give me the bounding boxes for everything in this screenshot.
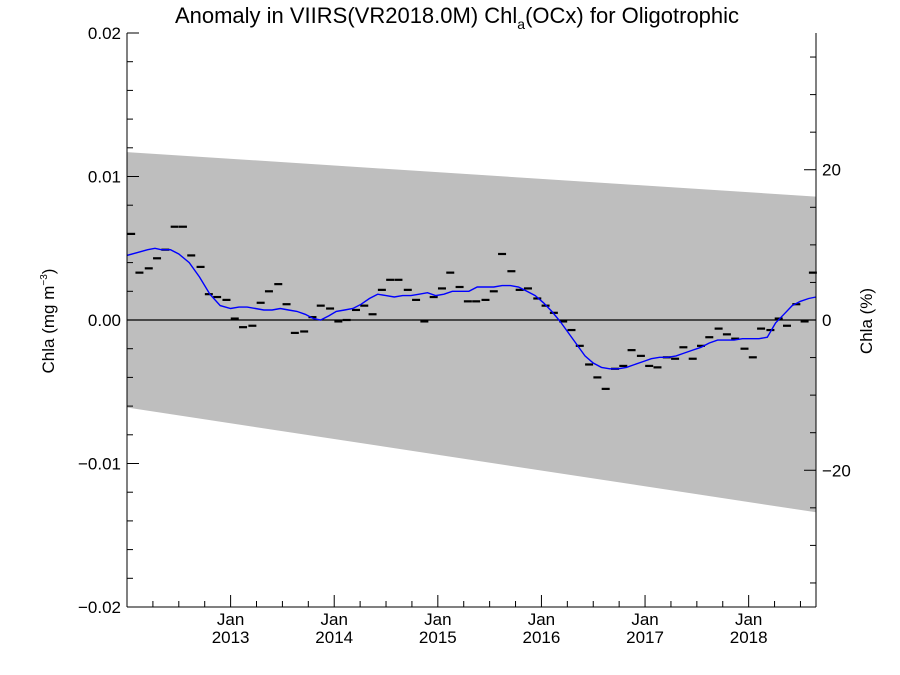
x-tick-year-0: 2013 [212,628,250,647]
smoothed-anomaly-line [126,247,817,370]
y-left-tick-label-4: −0.02 [78,598,121,617]
x-tick-year-4: 2017 [626,628,664,647]
y-left-tick-label-0: 0.02 [88,24,121,43]
x-tick-month-0: Jan [217,610,244,629]
y-right-tick-label-1: 0 [822,311,831,330]
x-tick-year-2: 2015 [419,628,457,647]
uncertainty-band [127,152,816,513]
x-tick-month-1: Jan [321,610,348,629]
x-tick-month-4: Jan [631,610,658,629]
y-left-tick-label-1: 0.01 [88,168,121,187]
y-axis-right-label: Chla (%) [857,288,876,354]
x-tick-year-1: 2014 [315,628,353,647]
series-layer [126,225,817,390]
y-axis-left-label: Chla (mg m−3) [39,269,58,374]
y-left-tick-label-2: 0.00 [88,311,121,330]
axes-layer: 0.020.010.00−0.01−0.02200−20Jan2013Jan20… [78,24,851,647]
y-right-tick-label-2: −20 [822,461,851,480]
y-right-tick-label-0: 20 [822,161,841,180]
x-tick-month-3: Jan [528,610,555,629]
x-tick-year-5: 2018 [730,628,768,647]
x-tick-month-5: Jan [735,610,762,629]
y-left-tick-label-3: −0.01 [78,455,121,474]
x-tick-month-2: Jan [424,610,451,629]
x-tick-year-3: 2016 [523,628,561,647]
chart-title: Anomaly in VIIRS(VR2018.0M) Chla(OCx) fo… [175,3,739,32]
uncertainty-band-layer [127,152,816,513]
